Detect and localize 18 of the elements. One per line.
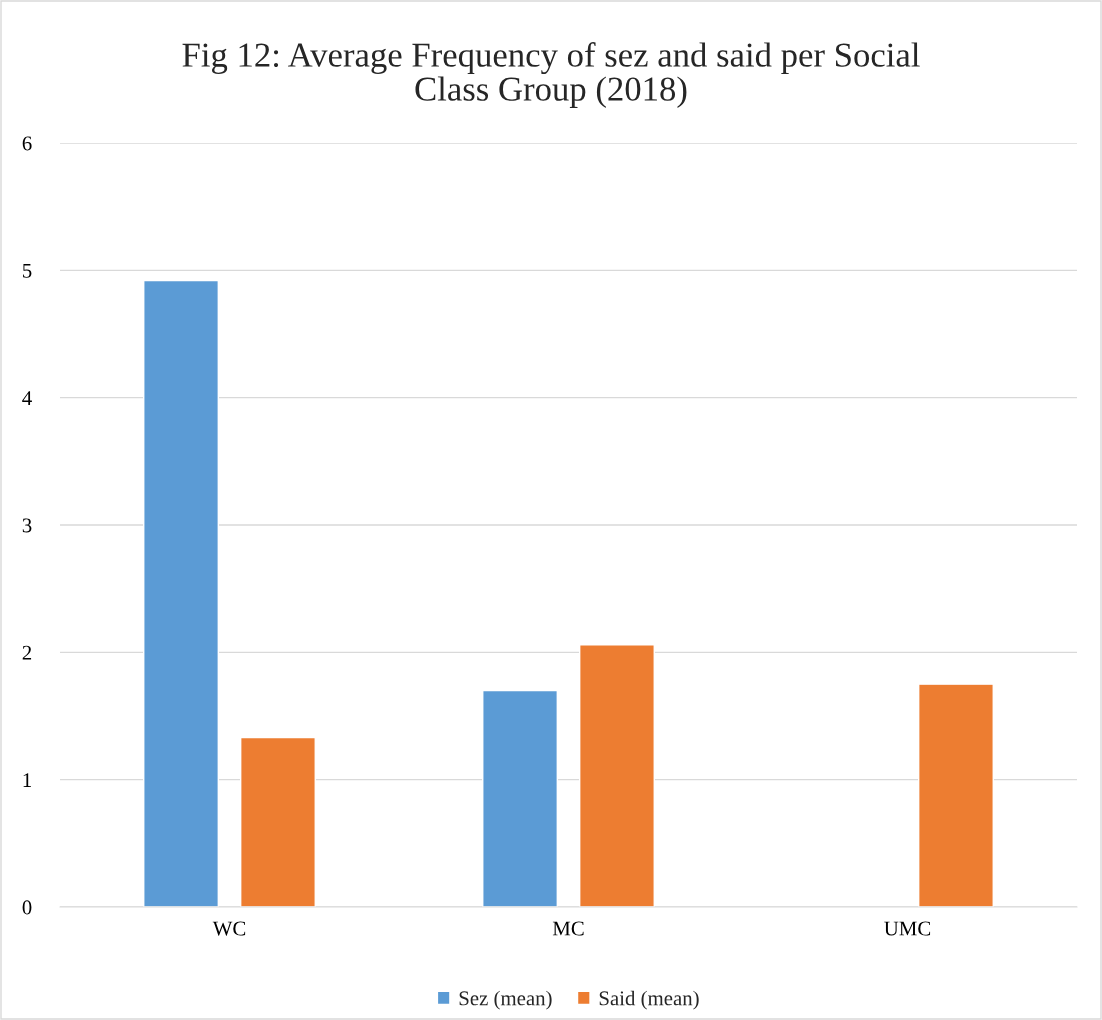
y-tick-label: 2 [22,645,32,660]
y-tick-label: 6 [22,136,32,151]
x-tick-label: MC [552,921,584,936]
bar [143,279,220,907]
bar [239,736,316,907]
bar [482,689,559,907]
y-tick-label: 5 [23,263,32,278]
y-tick-label: 1 [23,773,31,787]
bar [578,643,655,907]
legend-label: Said (mean) [599,990,699,1010]
y-tick-label: 3 [22,518,32,533]
y-tick-label: 0 [22,900,32,915]
legend-label: Sez (mean) [459,990,552,1010]
y-tick-label: 4 [22,391,32,405]
x-tick-label: UMC [884,921,931,936]
x-tick-label: WC [212,921,246,936]
bar [917,683,994,907]
chart-title: Fig 12: Average Frequency of sez and said per Social Class Group (2018) [182,42,920,108]
